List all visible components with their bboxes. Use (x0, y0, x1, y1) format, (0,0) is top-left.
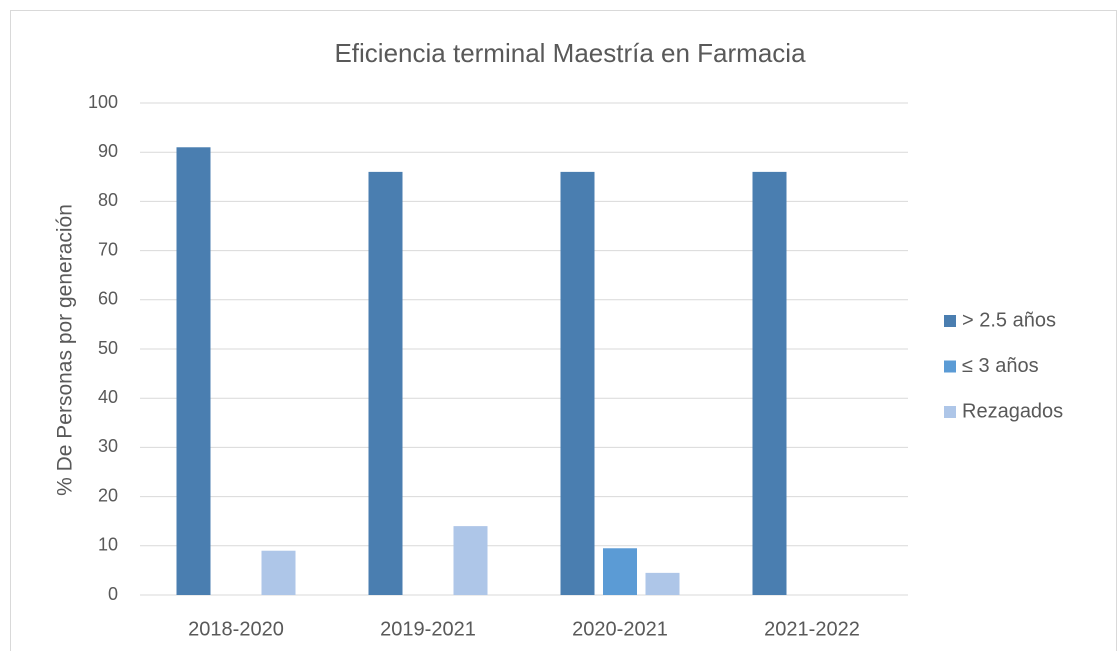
y-axis-label: % De Personas por generación (54, 204, 77, 496)
y-tick-label: 0 (108, 584, 118, 604)
legend-label: ≤ 3 años (962, 355, 1039, 377)
legend-label: Rezagados (962, 400, 1063, 422)
y-tick-label: 50 (98, 338, 118, 358)
bar (752, 171, 787, 595)
legend-swatch (944, 406, 956, 418)
y-tick-label: 20 (98, 485, 118, 505)
legend-label: > 2.5 años (962, 309, 1056, 331)
bar (453, 526, 488, 595)
x-tick-label: 2018-2020 (188, 618, 284, 640)
bar (560, 171, 595, 595)
y-tick-label: 100 (88, 92, 118, 112)
chart-title: Eficiencia terminal Maestría en Farmacia (334, 38, 806, 68)
legend-swatch (944, 315, 956, 327)
bar (261, 550, 296, 595)
x-tick-label: 2020-2021 (572, 618, 668, 640)
y-tick-label: 60 (98, 289, 118, 309)
bar (176, 147, 211, 595)
y-tick-label: 40 (98, 387, 118, 407)
x-tick-label: 2021-2022 (764, 618, 860, 640)
bar (603, 548, 637, 595)
x-tick-label: 2019-2021 (380, 618, 476, 640)
bar (368, 171, 403, 595)
bar (645, 572, 680, 595)
y-tick-label: 70 (98, 239, 118, 259)
legend-swatch (944, 360, 956, 373)
y-tick-label: 90 (98, 141, 118, 161)
y-tick-label: 30 (98, 436, 118, 456)
y-tick-label: 10 (98, 535, 118, 555)
y-tick-label: 80 (98, 190, 118, 210)
